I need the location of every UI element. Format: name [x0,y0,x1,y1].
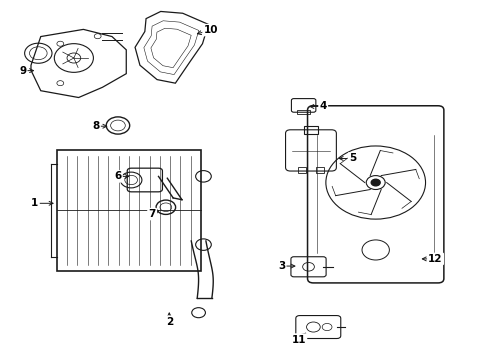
Bar [57,149,201,271]
Text: 10: 10 [203,25,218,35]
Text: 5: 5 [349,153,356,163]
Bar [297,111,310,114]
Text: 4: 4 [319,102,327,112]
Text: 1: 1 [31,198,39,208]
Circle shape [371,179,380,186]
Text: 7: 7 [148,209,156,219]
Bar [298,167,306,173]
Bar [316,167,324,173]
Text: 3: 3 [278,261,285,271]
Text: 2: 2 [166,317,173,327]
Text: 11: 11 [292,334,306,345]
Bar [304,126,318,134]
Text: 9: 9 [19,66,26,76]
Text: 8: 8 [92,121,99,131]
Text: 6: 6 [114,171,122,181]
Text: 12: 12 [428,254,443,264]
